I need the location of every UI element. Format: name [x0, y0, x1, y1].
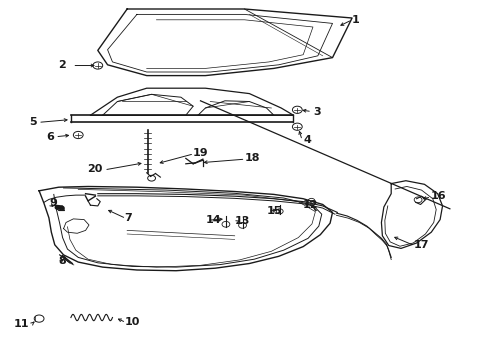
Text: 9: 9: [49, 198, 57, 208]
Text: 15: 15: [266, 206, 281, 216]
Text: 5: 5: [29, 117, 37, 127]
Text: 10: 10: [124, 317, 140, 327]
Text: 11: 11: [14, 319, 29, 329]
Circle shape: [55, 206, 60, 209]
Text: 14: 14: [205, 215, 221, 225]
Text: 1: 1: [351, 15, 359, 25]
Text: 20: 20: [87, 164, 102, 174]
Text: 8: 8: [59, 256, 66, 266]
Text: 12: 12: [303, 200, 318, 210]
Text: 2: 2: [58, 60, 66, 70]
Text: 4: 4: [303, 135, 310, 145]
Text: 6: 6: [46, 132, 54, 142]
Circle shape: [59, 206, 64, 210]
Text: 13: 13: [234, 216, 249, 226]
Text: 16: 16: [429, 191, 445, 201]
Text: 19: 19: [193, 148, 208, 158]
Text: 17: 17: [412, 240, 428, 250]
Text: 3: 3: [312, 107, 320, 117]
Text: 7: 7: [124, 213, 132, 223]
Text: 18: 18: [244, 153, 260, 163]
